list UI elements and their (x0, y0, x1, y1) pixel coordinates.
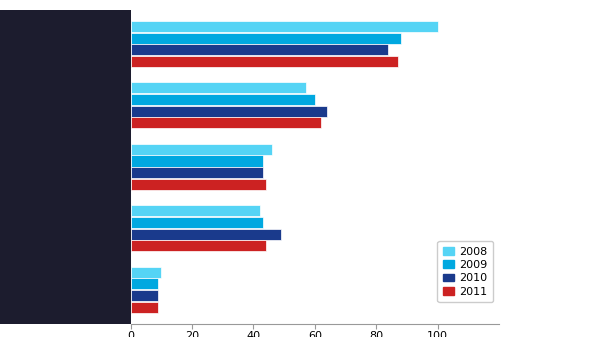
Bar (131, 167, 263, 178)
Bar (131, 21, 438, 32)
Bar (131, 278, 158, 289)
Bar (131, 240, 266, 251)
Bar (131, 290, 158, 301)
Bar (131, 228, 281, 240)
Legend: 2008, 2009, 2010, 2011: 2008, 2009, 2010, 2011 (437, 241, 494, 302)
Bar (131, 217, 263, 228)
Bar (131, 267, 162, 278)
Bar (131, 205, 260, 216)
Bar (131, 302, 158, 313)
Bar (131, 179, 266, 190)
Bar (131, 56, 398, 67)
Bar (131, 117, 321, 128)
Bar (131, 144, 272, 155)
Bar (131, 82, 305, 93)
Bar (131, 94, 315, 105)
Bar (131, 155, 263, 166)
Bar (131, 44, 388, 55)
Bar (131, 106, 327, 117)
Bar (131, 33, 401, 43)
